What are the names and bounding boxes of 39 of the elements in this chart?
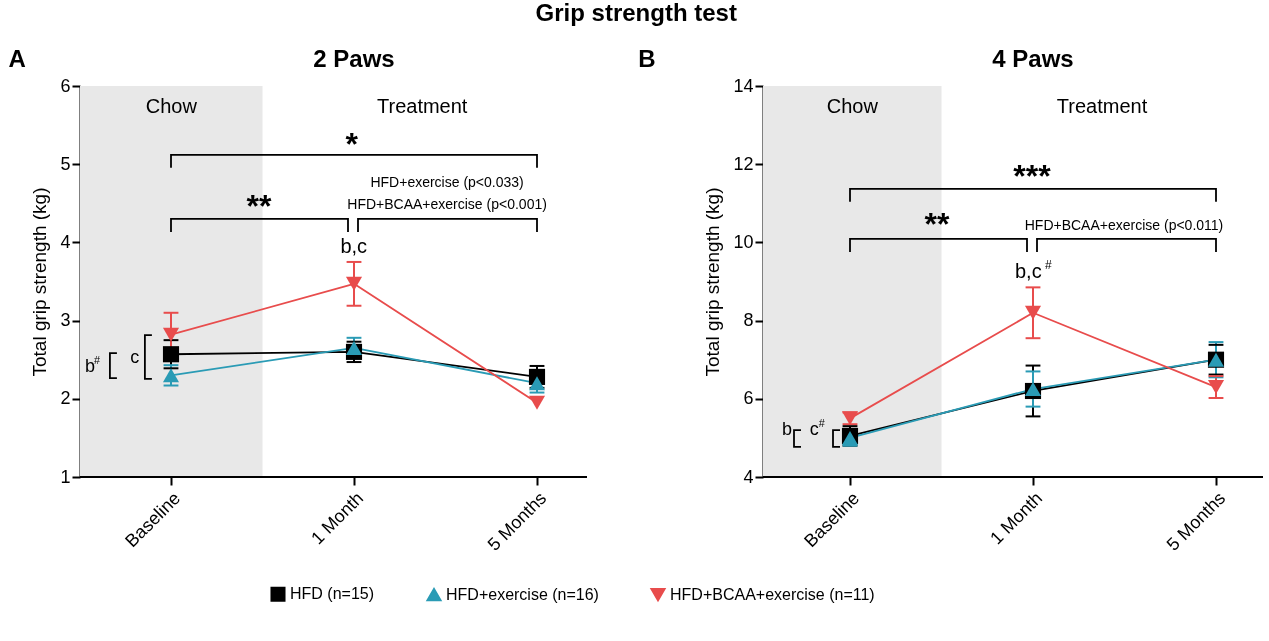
annotation: b,c# <box>1015 258 1052 283</box>
band-label: Chow <box>826 95 879 118</box>
chart-title: 4 Paws <box>992 45 1074 72</box>
y-tick-label: 4 <box>60 231 71 252</box>
annotation: ** <box>924 205 950 242</box>
text: A <box>8 45 26 73</box>
chart-title: 2 Paws <box>313 45 395 72</box>
y-tick-label: 2 <box>60 388 71 409</box>
text: b <box>781 419 793 440</box>
y-tick-label: 10 <box>733 231 754 252</box>
band-label: Chow <box>145 95 198 118</box>
annotation: HFD+BCAA+exercise (p<0.001) <box>347 195 547 212</box>
y-axis-title: Total grip strength (kg) <box>29 187 51 377</box>
legend-label: HFD+BCAA+exercise (n=11) <box>670 585 875 603</box>
y-tick-label: 6 <box>60 75 71 96</box>
y-tick-label: 4 <box>743 466 754 487</box>
y-tick-label: 1 <box>60 466 71 487</box>
annotation: HFD+BCAA+exercise (p<0.011) <box>1024 216 1224 233</box>
y-tick-label: 14 <box>733 75 754 96</box>
annotation: * <box>345 126 359 163</box>
text: Grip strength test <box>535 0 737 26</box>
text: b# <box>84 353 100 377</box>
y-tick-label: 8 <box>743 310 754 331</box>
annotation: HFD+exercise (p<0.033) <box>370 173 524 190</box>
y-tick-label: 6 <box>743 388 754 409</box>
y-tick-label: 12 <box>733 153 754 174</box>
legend-label: HFD (n=15) <box>290 585 375 603</box>
text: B <box>638 45 656 73</box>
legend-label: HFD+exercise (n=16) <box>446 585 599 603</box>
annotation: Treatment <box>377 95 468 118</box>
annotation: b,c <box>340 235 368 258</box>
annotation: c <box>130 347 140 368</box>
annotation: ** <box>246 188 272 225</box>
y-tick-label: 5 <box>60 153 71 174</box>
annotation: c# <box>809 416 825 440</box>
annotation: Treatment <box>1056 95 1148 118</box>
annotation: *** <box>1013 158 1052 195</box>
y-axis-title: Total grip strength (kg) <box>702 187 724 377</box>
y-tick-label: 3 <box>60 310 71 331</box>
